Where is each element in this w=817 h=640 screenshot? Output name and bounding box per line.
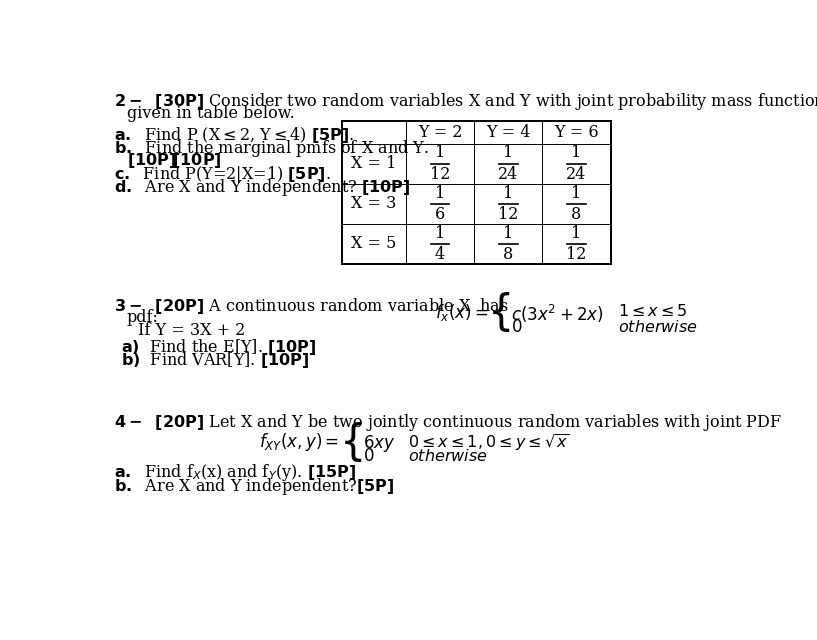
Text: 1: 1: [571, 184, 582, 202]
Text: 1: 1: [503, 225, 513, 241]
Text: $0 \leq x \leq 1, 0 \leq y \leq \sqrt{x}$: $0 \leq x \leq 1, 0 \leq y \leq \sqrt{x}…: [408, 433, 570, 454]
Text: $\mathbf{c.}$  Find P(Y=2|X=1) $\mathbf{[5P]}$.: $\mathbf{c.}$ Find P(Y=2|X=1) $\mathbf{[…: [114, 164, 330, 185]
Text: 12: 12: [430, 166, 450, 183]
Text: 12: 12: [566, 246, 587, 263]
Text: 24: 24: [498, 166, 518, 183]
Text: $\mathbf{3-}$  $\mathbf{[20P]}$ A continuous random variable X  has: $\mathbf{3-}$ $\mathbf{[20P]}$ A continu…: [114, 296, 508, 316]
Text: $\mathbf{a)}$  Find the E[Y]. $\mathbf{[10P]}$: $\mathbf{a)}$ Find the E[Y]. $\mathbf{[1…: [121, 337, 316, 357]
Text: Y = 6: Y = 6: [554, 124, 599, 141]
Text: $\{$: $\{$: [339, 420, 363, 464]
Text: given in table below.: given in table below.: [127, 104, 295, 122]
Text: $\mathbf{b.}$  Are X and Y independent?$\mathbf{[5P]}$: $\mathbf{b.}$ Are X and Y independent?$\…: [114, 476, 394, 497]
Text: If Y = 3X + 2: If Y = 3X + 2: [138, 322, 245, 339]
Text: 1: 1: [571, 145, 582, 161]
Text: 8: 8: [571, 206, 582, 223]
Text: $\{$: $\{$: [487, 291, 511, 335]
Text: X = 3: X = 3: [351, 195, 397, 212]
Text: 1: 1: [435, 145, 445, 161]
Text: $1 \leq x \leq 5$: $1 \leq x \leq 5$: [618, 303, 688, 320]
Text: pdf:: pdf:: [127, 309, 158, 326]
Text: 12: 12: [498, 206, 519, 223]
Text: $\mathbf{a.}$  Find P (X$\leq$2, Y$\leq$4) $\mathbf{[5P]}$.: $\mathbf{a.}$ Find P (X$\leq$2, Y$\leq$4…: [114, 125, 354, 145]
Text: Y = 4: Y = 4: [486, 124, 530, 141]
Text: 1: 1: [503, 145, 513, 161]
Text: 1: 1: [435, 184, 445, 202]
Text: $otherwise$: $otherwise$: [408, 448, 488, 465]
Text: 6: 6: [435, 206, 445, 223]
Text: $otherwise$: $otherwise$: [618, 319, 698, 335]
Text: Y = 2: Y = 2: [417, 124, 462, 141]
Text: 4: 4: [435, 246, 445, 263]
Text: $\mathbf{b)}$  Find VAR[Y]. $\mathbf{[10P]}$: $\mathbf{b)}$ Find VAR[Y]. $\mathbf{[10P…: [121, 350, 309, 370]
Text: $f_{XY}(x, y) =$: $f_{XY}(x, y) =$: [260, 431, 339, 453]
Text: 1: 1: [503, 184, 513, 202]
Text: $\mathbf{a.}$  Find f$_X$(x) and f$_Y$(y). $\mathbf{[15P]}$: $\mathbf{a.}$ Find f$_X$(x) and f$_Y$(y)…: [114, 462, 356, 483]
Text: X = 5: X = 5: [351, 236, 397, 252]
Text: $0$: $0$: [364, 448, 375, 465]
Text: $0$: $0$: [511, 319, 523, 335]
Text: $6xy$: $6xy$: [364, 433, 395, 454]
Text: 8: 8: [503, 246, 513, 263]
Text: $\mathbf{4-}$  $\mathbf{[20P]}$ Let X and Y be two jointly continuous random var: $\mathbf{4-}$ $\mathbf{[20P]}$ Let X and…: [114, 412, 782, 433]
Text: $\mathbf{b.}$  Find the marginal pmfs of X and Y.: $\mathbf{b.}$ Find the marginal pmfs of …: [114, 138, 429, 159]
Text: 1: 1: [571, 225, 582, 241]
Text: $c(3x^2 + 2x)$: $c(3x^2 + 2x)$: [511, 303, 604, 325]
Text: 24: 24: [566, 166, 587, 183]
Text: $\mathbf{2-}$  $\mathbf{[30P]}$ Consider two random variables X and Y with joint: $\mathbf{2-}$ $\mathbf{[30P]}$ Consider …: [114, 91, 817, 111]
Text: $\mathbf{d.}$  Are X and Y independent? $\mathbf{[10P]}$: $\mathbf{d.}$ Are X and Y independent? $…: [114, 177, 410, 198]
Text: $\mathbf{[10P]}$: $\mathbf{[10P]}$: [127, 150, 176, 170]
Text: $f_x(x) =$: $f_x(x) =$: [435, 301, 489, 323]
Text: 1: 1: [435, 225, 445, 241]
Text: X = 1: X = 1: [351, 156, 397, 172]
Text: $\mathbf{[10P]}$: $\mathbf{[10P]}$: [147, 150, 221, 170]
